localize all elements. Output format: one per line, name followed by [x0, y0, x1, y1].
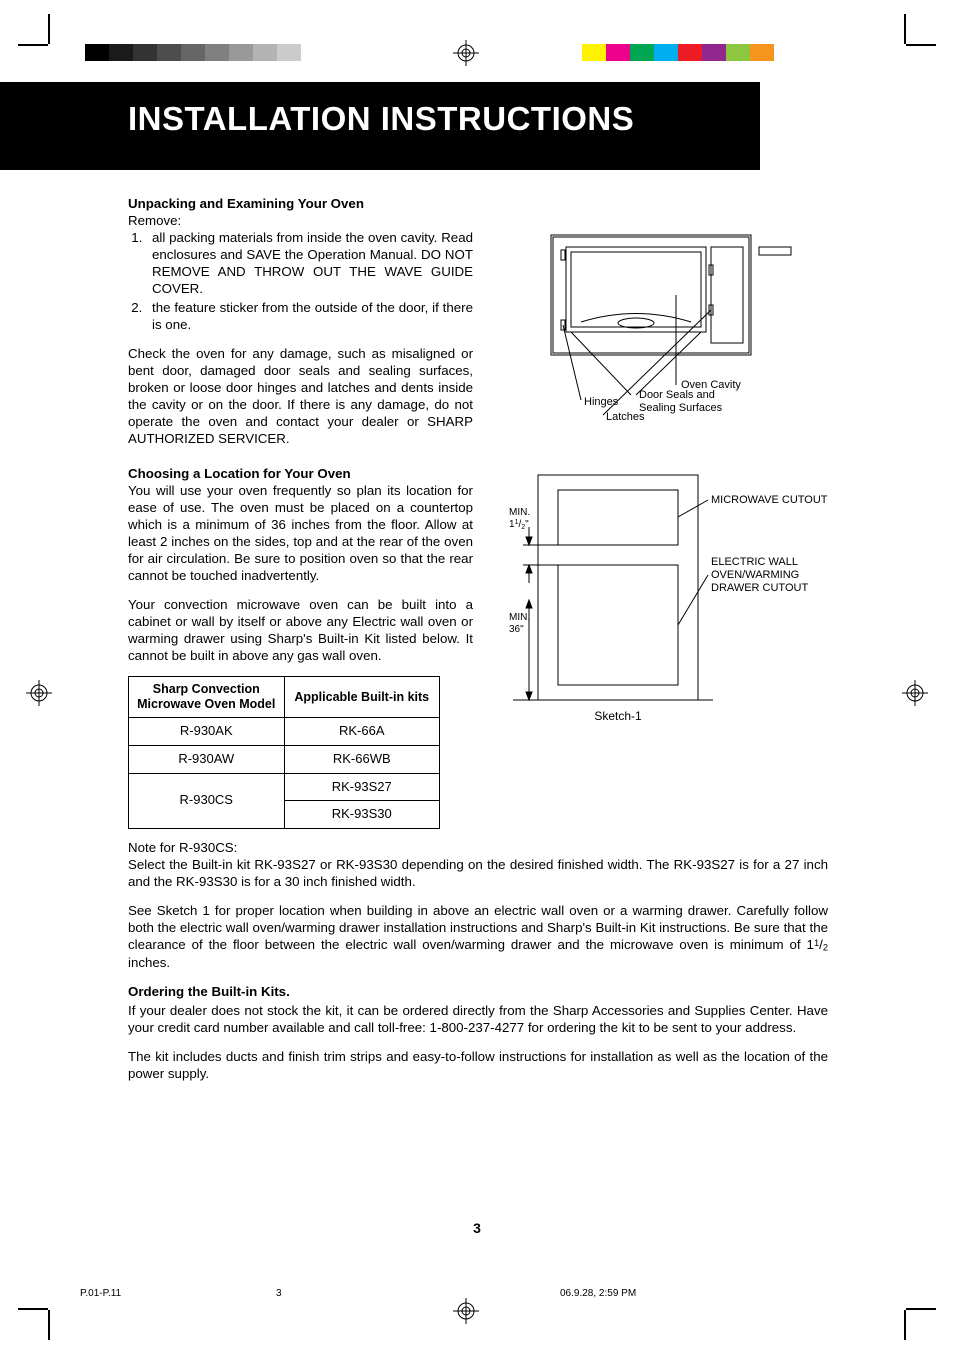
paragraph: You will use your oven frequently so pla…: [128, 482, 473, 584]
crop-mark: [904, 14, 906, 44]
remove-label: Remove:: [128, 212, 473, 229]
registration-mark-icon: [453, 40, 479, 66]
color-swatches: [582, 44, 774, 61]
swatch: [229, 44, 253, 61]
full-width-block: Note for R-930CS: Select the Built-in kit…: [128, 829, 828, 1082]
crop-mark: [904, 1310, 906, 1340]
imposition-timestamp: 06.9.28, 2:59 PM: [560, 1288, 636, 1299]
page: INSTALLATION INSTRUCTIONS Unpacking and …: [0, 0, 954, 1351]
table-cell: R-930AW: [129, 746, 285, 774]
paragraph: Your convection microwave oven can be bu…: [128, 596, 473, 664]
left-column: Unpacking and Examining Your Oven Remove…: [128, 195, 473, 829]
table-cell: RK-66A: [284, 718, 440, 746]
swatch: [726, 44, 750, 61]
top-printer-marks: [0, 44, 954, 84]
diagram-label: DRAWER CUTOUT: [711, 582, 808, 594]
note-heading: Note for R-930CS:: [128, 840, 237, 855]
table-header: Applicable Built-in kits: [284, 677, 440, 718]
diagram-label: MICROWAVE CUTOUT: [711, 494, 828, 506]
diagram-label: OVEN/WARMING: [711, 569, 799, 581]
page-title: INSTALLATION INSTRUCTIONS: [128, 100, 634, 138]
swatch: [277, 44, 301, 61]
diagram-label: Sealing Surfaces: [639, 402, 723, 414]
crop-mark: [18, 1308, 48, 1310]
swatch: [109, 44, 133, 61]
registration-mark-icon: [26, 680, 52, 706]
paragraph: If your dealer does not stock the kit, i…: [128, 1002, 828, 1036]
right-column: Oven Cavity Hinges Latches Door Seals an…: [503, 195, 828, 745]
sketch-note: See Sketch 1 for proper location when bu…: [128, 902, 828, 971]
swatch: [654, 44, 678, 61]
swatch: [157, 44, 181, 61]
oven-diagram: Oven Cavity Hinges Latches Door Seals an…: [511, 225, 821, 425]
crop-mark: [18, 44, 48, 46]
swatch: [181, 44, 205, 61]
paragraph: Check the oven for any damage, such as m…: [128, 345, 473, 447]
imposition-page: 3: [276, 1288, 282, 1299]
swatch: [606, 44, 630, 61]
swatch: [702, 44, 726, 61]
note-cs: Note for R-930CS: Select the Built-in kit…: [128, 839, 828, 890]
swatch: [205, 44, 229, 61]
dim-label: MIN.: [509, 507, 530, 518]
crop-mark: [906, 44, 936, 46]
swatch: [582, 44, 606, 61]
header-wedge: [680, 82, 760, 170]
list-item: the feature sticker from the outside of …: [146, 299, 473, 333]
table-cell: RK-66WB: [284, 746, 440, 774]
paragraph: The kit includes ducts and finish trim s…: [128, 1048, 828, 1082]
dim-value: 36": [509, 624, 524, 635]
grayscale-swatches: [85, 44, 301, 61]
crop-mark: [906, 1308, 936, 1310]
diagram-label: Door Seals and: [639, 389, 715, 401]
section-heading: Ordering the Built-in Kits.: [128, 983, 828, 1000]
swatch: [630, 44, 654, 61]
cutout-diagram: MICROWAVE CUTOUT ELECTRIC WALL OVEN/WARM…: [503, 465, 828, 745]
crop-mark: [48, 1310, 50, 1340]
swatch: [253, 44, 277, 61]
dim-value: 11/2": [509, 519, 529, 531]
crop-mark: [48, 14, 50, 44]
section-heading: Unpacking and Examining Your Oven: [128, 195, 473, 212]
registration-mark-icon: [902, 680, 928, 706]
diagram-label: ELECTRIC WALL: [711, 556, 798, 568]
swatch: [750, 44, 774, 61]
page-number: 3: [0, 1220, 954, 1236]
table-header: Sharp Convection Microwave Oven Model: [129, 677, 285, 718]
remove-list: all packing materials from inside the ov…: [128, 229, 473, 333]
swatch: [85, 44, 109, 61]
kit-table: Sharp Convection Microwave Oven Model Ap…: [128, 676, 440, 829]
table-cell: RK-93S30: [284, 801, 440, 829]
table-cell: R-930AK: [129, 718, 285, 746]
dim-label: MIN.: [509, 612, 530, 623]
list-item: all packing materials from inside the ov…: [146, 229, 473, 297]
note-body: Select the Built-in kit RK-93S27 or RK-9…: [128, 857, 828, 889]
imposition-file: P.01-P.11: [80, 1288, 121, 1299]
swatch: [678, 44, 702, 61]
table-cell: RK-93S27: [284, 773, 440, 801]
registration-mark-icon: [453, 1298, 479, 1324]
content-area: Unpacking and Examining Your Oven Remove…: [128, 195, 828, 1094]
swatch: [133, 44, 157, 61]
diagram-label: Hinges: [584, 396, 619, 408]
sketch-caption: Sketch-1: [594, 709, 642, 723]
section-heading: Choosing a Location for Your Oven: [128, 465, 473, 482]
table-cell: R-930CS: [129, 773, 285, 828]
